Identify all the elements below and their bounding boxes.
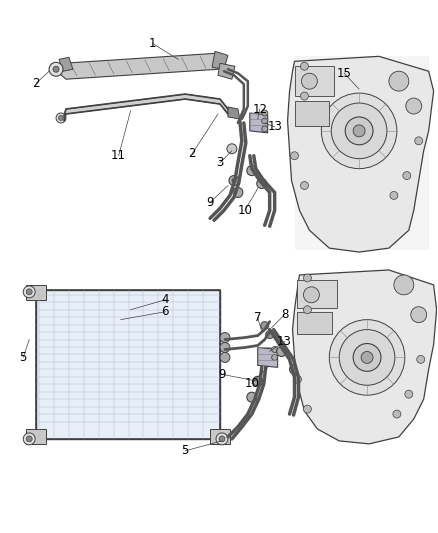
Text: 13: 13 [267, 120, 282, 133]
Polygon shape [250, 113, 268, 133]
Polygon shape [294, 56, 429, 250]
Circle shape [339, 329, 395, 385]
Polygon shape [228, 107, 240, 119]
Text: 8: 8 [281, 308, 288, 321]
Bar [297, 312, 332, 334]
Text: 15: 15 [337, 67, 352, 80]
Text: 6: 6 [162, 305, 169, 318]
Text: 12: 12 [252, 102, 267, 116]
Text: 9: 9 [206, 196, 214, 209]
Circle shape [417, 356, 425, 364]
Text: 13: 13 [277, 335, 292, 348]
Bar [294, 66, 334, 96]
Circle shape [262, 118, 268, 124]
Polygon shape [210, 429, 230, 444]
Circle shape [272, 354, 278, 360]
Text: 4: 4 [162, 293, 169, 306]
Polygon shape [258, 348, 278, 367]
Text: 9: 9 [218, 368, 226, 381]
Circle shape [26, 436, 32, 442]
Circle shape [394, 275, 414, 295]
Circle shape [353, 125, 365, 137]
Text: 10: 10 [237, 204, 252, 217]
Circle shape [389, 71, 409, 91]
Circle shape [23, 286, 35, 298]
Circle shape [300, 92, 308, 100]
Circle shape [304, 274, 311, 282]
Circle shape [229, 175, 239, 185]
Circle shape [277, 346, 286, 357]
Circle shape [23, 433, 35, 445]
Circle shape [247, 392, 257, 402]
Text: 5: 5 [20, 351, 27, 364]
Polygon shape [26, 429, 46, 444]
Circle shape [393, 410, 401, 418]
Circle shape [232, 179, 236, 182]
Circle shape [331, 103, 387, 159]
Circle shape [290, 152, 298, 160]
Circle shape [220, 343, 230, 352]
Circle shape [329, 320, 405, 395]
Text: 10: 10 [244, 377, 259, 390]
Circle shape [53, 66, 59, 72]
Circle shape [26, 289, 32, 295]
Text: 11: 11 [111, 149, 126, 162]
Circle shape [304, 306, 311, 314]
Circle shape [220, 352, 230, 362]
Text: 7: 7 [254, 311, 261, 324]
Circle shape [304, 287, 319, 303]
Circle shape [262, 126, 268, 132]
Circle shape [290, 365, 300, 374]
Circle shape [219, 436, 225, 442]
Circle shape [59, 116, 64, 120]
Circle shape [233, 188, 243, 197]
Circle shape [300, 62, 308, 70]
Polygon shape [26, 285, 46, 300]
Bar [36, 290, 220, 439]
Circle shape [272, 346, 278, 352]
Circle shape [247, 166, 257, 175]
Circle shape [220, 333, 230, 343]
Circle shape [49, 62, 63, 76]
Circle shape [403, 172, 411, 180]
Circle shape [300, 182, 308, 190]
Text: 2: 2 [188, 147, 196, 160]
Polygon shape [36, 290, 220, 439]
Polygon shape [293, 270, 437, 444]
Circle shape [56, 113, 66, 123]
Circle shape [257, 179, 267, 189]
Circle shape [415, 137, 423, 145]
Circle shape [361, 351, 373, 364]
Bar [297, 280, 337, 308]
Circle shape [321, 93, 397, 168]
Text: 3: 3 [216, 156, 224, 169]
Polygon shape [218, 63, 235, 79]
Circle shape [261, 321, 268, 329]
Circle shape [390, 191, 398, 199]
Circle shape [301, 73, 318, 89]
Polygon shape [212, 51, 228, 69]
Circle shape [266, 330, 274, 338]
Polygon shape [59, 53, 220, 79]
Circle shape [406, 98, 422, 114]
Text: 2: 2 [32, 77, 40, 90]
Polygon shape [64, 94, 228, 121]
Text: 5: 5 [181, 445, 189, 457]
Circle shape [227, 144, 237, 154]
Polygon shape [59, 58, 73, 71]
Bar [294, 101, 329, 126]
Circle shape [411, 307, 427, 322]
Circle shape [253, 376, 263, 386]
Circle shape [304, 405, 311, 413]
Circle shape [405, 390, 413, 398]
Circle shape [353, 343, 381, 372]
Polygon shape [288, 56, 434, 252]
Circle shape [345, 117, 373, 145]
Circle shape [216, 433, 228, 445]
Text: 1: 1 [148, 37, 156, 50]
Circle shape [293, 375, 301, 383]
Circle shape [262, 110, 268, 116]
